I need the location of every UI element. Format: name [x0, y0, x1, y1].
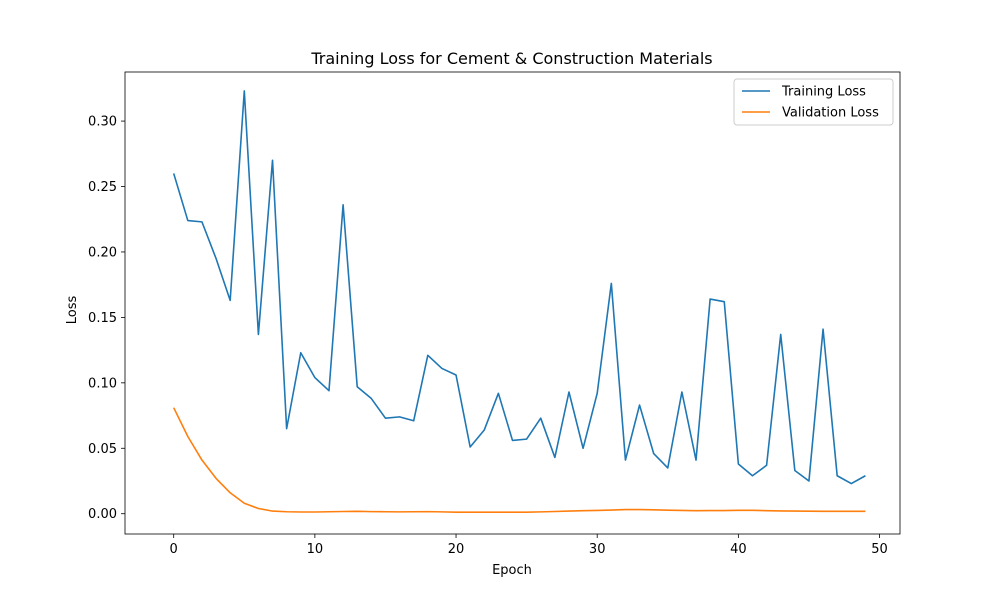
- y-tick-label: 0.00: [88, 507, 117, 522]
- legend-box: [733, 78, 894, 126]
- y-tick-label: 0.10: [88, 376, 117, 391]
- x-tick-label: 0: [170, 542, 178, 557]
- x-tick-label: 30: [589, 542, 606, 557]
- y-tick-label: 0.25: [88, 180, 117, 195]
- x-axis-label: Epoch: [492, 563, 532, 578]
- y-tick-label: 0.05: [88, 442, 117, 457]
- y-tick-label: 0.30: [88, 115, 117, 130]
- series-line-validation-loss: [172, 407, 866, 513]
- y-tick-label: 0.15: [88, 311, 117, 326]
- series-line-training-loss: [172, 90, 866, 485]
- x-tick-label: 20: [448, 542, 465, 557]
- y-axis-label: Loss: [65, 296, 80, 325]
- chart-title: Training Loss for Cement & Construction …: [310, 49, 712, 68]
- legend-label: Training Loss: [781, 85, 866, 100]
- legend: Training Loss Validation Loss: [733, 78, 894, 126]
- x-tick-label: 50: [871, 542, 888, 557]
- legend-label: Validation Loss: [782, 106, 879, 121]
- x-tick-label: 40: [730, 542, 747, 557]
- y-tick-label: 0.20: [88, 245, 117, 260]
- axes-frame: [124, 71, 901, 535]
- x-tick-label: 10: [307, 542, 324, 557]
- plot-area: 0 10 20 30 40 50 0.00 0.05 0.10 0.15 0.20 0.25 0.30: [88, 71, 901, 557]
